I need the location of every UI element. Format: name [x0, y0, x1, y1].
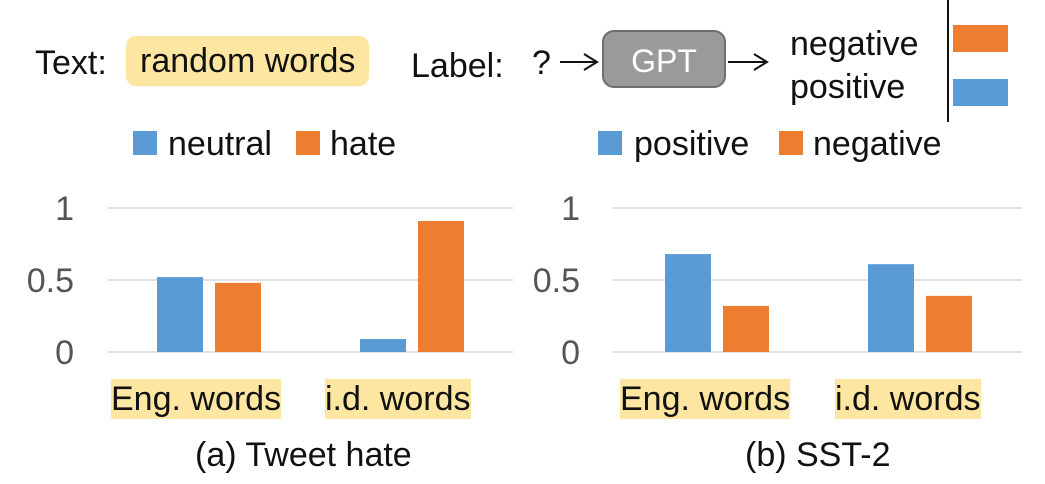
caption-tweet-hate: (a) Tweet hate	[195, 436, 412, 474]
output-label-negative: negative	[790, 25, 919, 63]
y-tick-label: 0	[561, 334, 580, 372]
y-tick-label: 0.5	[27, 262, 74, 300]
y-tick-label: 0	[55, 334, 74, 372]
category-label-eng-words-a: Eng. words	[111, 379, 282, 419]
bar-negative-eng-words	[723, 305, 769, 352]
bar-hate-i-d-words	[418, 220, 464, 352]
legend-swatch-positive	[598, 131, 622, 155]
y-tick-label: 1	[55, 190, 74, 228]
y-tick-label: 1	[561, 190, 580, 228]
legend-label-negative: negative	[813, 125, 942, 163]
unknown-label-mark: ?	[532, 44, 551, 82]
bar-negative-i-d-words	[926, 295, 972, 352]
gpt-model-box: GPT	[602, 30, 726, 88]
bar-positive-eng-words	[665, 254, 711, 352]
legend-label-hate: hate	[330, 125, 397, 163]
category-label-id-words-b: i.d. words	[835, 379, 981, 419]
category-label-id-words-a: i.d. words	[325, 379, 471, 419]
caption-sst2: (b) SST-2	[745, 436, 891, 474]
category-label-eng-words-b: Eng. words	[620, 379, 791, 419]
legend-swatch-neutral	[133, 131, 157, 155]
bar-hate-eng-words	[215, 282, 261, 352]
legend-label-positive: positive	[634, 125, 750, 163]
bar-neutral-eng-words	[157, 277, 203, 352]
legend-swatch-hate	[296, 131, 320, 155]
label-prefix-label: Label:	[411, 47, 504, 85]
output-label-positive: positive	[790, 68, 906, 106]
arrow-from-gpt-icon	[728, 53, 769, 71]
input-text-highlight: random words	[126, 36, 370, 86]
legend-swatch-negative	[779, 131, 803, 155]
text-prefix-label: Text:	[35, 44, 107, 82]
output-divider-line	[947, 0, 949, 122]
bar-neutral-i-d-words	[360, 339, 406, 352]
arrow-to-gpt-icon	[560, 53, 599, 71]
negative-color-swatch	[953, 25, 1008, 52]
y-tick-label: 0.5	[533, 262, 580, 300]
bar-positive-i-d-words	[868, 264, 914, 352]
legend-label-neutral: neutral	[168, 125, 272, 163]
positive-color-swatch	[953, 79, 1008, 106]
